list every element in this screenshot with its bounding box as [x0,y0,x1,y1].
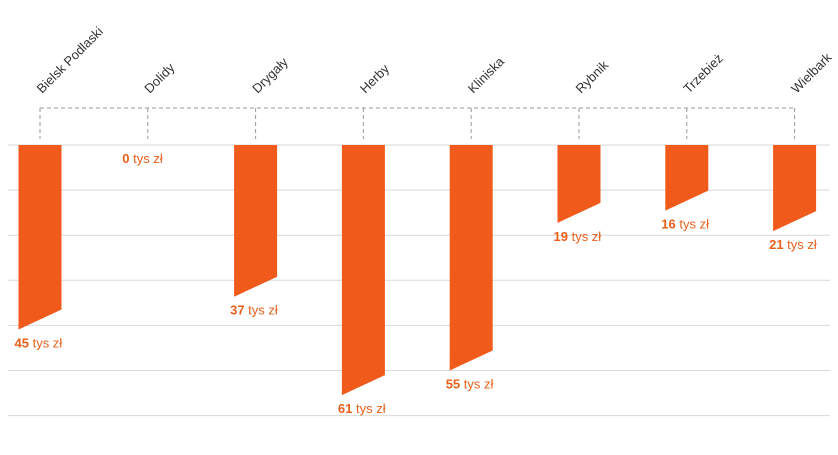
bar [18,145,62,330]
bar [449,145,493,371]
value-label: 16 tys zł [661,217,709,232]
category-label: Kliniska [465,53,508,96]
category-label: Herby [357,61,392,96]
category-label: Bielsk Podlaski [34,24,107,97]
category-labels: Bielsk Podlaski Dolidy Drygały Herby Klinisk… [34,24,835,97]
bars [18,145,817,396]
value-label: 55 tys zł [446,377,494,392]
bar [557,145,601,223]
value-label: 21 tys zł [769,237,817,252]
gridlines [8,144,830,417]
value-label: 61 tys zł [338,401,386,416]
value-label: 45 tys zł [15,336,63,351]
value-label: 19 tys zł [554,229,602,244]
bar [234,145,278,297]
category-connectors [39,107,796,139]
category-label: Trzebież [680,51,726,97]
bar [341,145,385,396]
value-label: 0 tys zł [122,151,163,166]
bar [773,145,817,232]
category-label: Rybnik [573,57,612,96]
category-label: Drygały [249,54,291,96]
bar [665,145,709,211]
category-label: Dolidy [141,60,178,97]
value-label: 37 tys zł [230,303,278,318]
category-label: Wielbark [788,49,835,96]
value-labels: 45 tys zł 0 tys zł 37 tys zł 61 tys zł 55 ty… [15,151,817,416]
